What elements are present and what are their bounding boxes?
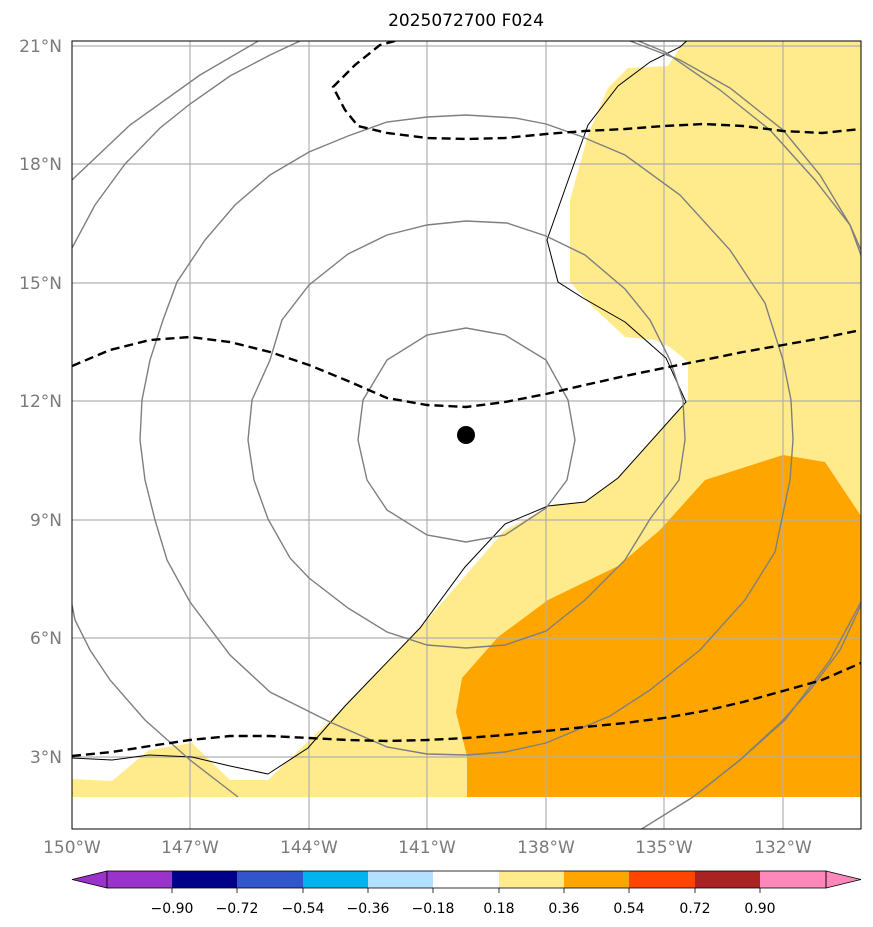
- colorbar-outline: [106, 870, 827, 889]
- colorbar-segment: [629, 871, 695, 888]
- dashed-contours: [72, 41, 861, 758]
- colorbar-tick-label: 0.18: [483, 901, 514, 917]
- lat-label: 18°N: [19, 155, 62, 175]
- colorbar-tick-labels: −0.90 −0.72 −0.54 −0.36 −0.18 0.18 0.36 …: [151, 901, 776, 917]
- colorbar-extend-max: [825, 870, 862, 889]
- lon-label: 144°W: [280, 838, 338, 858]
- gridlines: [72, 41, 861, 829]
- colorbar-tick-label: −0.72: [216, 901, 259, 917]
- lat-label: 15°N: [19, 274, 62, 294]
- orange-shading: [456, 455, 861, 797]
- colorbar-tick-label: 0.54: [613, 901, 644, 917]
- map-title: 2025072700 F024: [388, 11, 544, 31]
- thin-black-contour: [267, 41, 688, 775]
- lon-label: 132°W: [754, 838, 812, 858]
- lon-label: 141°W: [398, 838, 456, 858]
- lat-label: 21°N: [19, 37, 62, 57]
- colorbar-extend-min: [71, 870, 108, 889]
- colorbar-segment: [237, 871, 303, 888]
- outer-ring-lower-left: [72, 604, 239, 798]
- thin-black-contour-left: [72, 754, 269, 775]
- outer-ring-lower-right: [692, 604, 861, 798]
- colorbar-segment: [303, 871, 368, 888]
- lon-label: 138°W: [517, 838, 575, 858]
- colorbar-segment: [172, 871, 237, 888]
- colorbar-tick-label: 0.90: [744, 901, 775, 917]
- lat-label: 9°N: [30, 511, 62, 531]
- storm-center-marker: [457, 426, 475, 444]
- colorbar-segment: [499, 871, 564, 888]
- lon-label: 147°W: [161, 838, 219, 858]
- map-border: [71, 40, 862, 830]
- colorbar-segment: [760, 871, 826, 888]
- colorbar-tick-label: −0.90: [151, 901, 194, 917]
- outer-ring-upper-left: [72, 41, 301, 249]
- latitude-labels: 3°N 6°N 9°N 12°N 15°N 18°N 21°N: [19, 37, 62, 768]
- colorbar-segment: [107, 871, 172, 888]
- longitude-labels: 150°W 147°W 144°W 141°W 138°W 135°W 132°…: [43, 838, 812, 858]
- colorbar-segments: [71, 870, 862, 889]
- lon-label: 150°W: [43, 838, 101, 858]
- lat-label: 12°N: [19, 392, 62, 412]
- colorbar-segment: [433, 871, 499, 888]
- colorbar-tick-label: 0.72: [679, 901, 710, 917]
- lat-label: 6°N: [30, 629, 62, 649]
- colorbar-ticks: [171, 888, 761, 893]
- lon-label: 135°W: [635, 838, 693, 858]
- map-panel: [72, 41, 861, 829]
- colorbar-tick-label: −0.18: [412, 901, 455, 917]
- lat-label: 3°N: [30, 748, 62, 768]
- colorbar-segment: [695, 871, 760, 888]
- colorbar-segment: [368, 871, 433, 888]
- colorbar: −0.90 −0.72 −0.54 −0.36 −0.18 0.18 0.36 …: [71, 870, 862, 917]
- colorbar-tick-label: 0.36: [548, 901, 579, 917]
- colorbar-tick-label: −0.36: [347, 901, 390, 917]
- colorbar-segment: [564, 871, 629, 888]
- colorbar-tick-label: −0.54: [282, 901, 325, 917]
